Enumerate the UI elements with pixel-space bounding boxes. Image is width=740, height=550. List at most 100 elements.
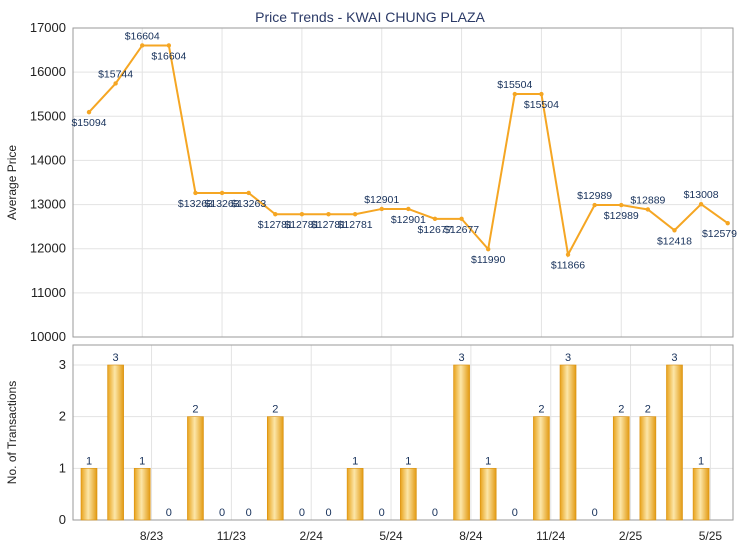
price-point <box>485 246 491 252</box>
y-axis-label: Average Price <box>5 145 19 220</box>
y-tick-label: 11000 <box>31 285 66 300</box>
transaction-bar <box>533 416 550 521</box>
price-point <box>698 202 704 207</box>
x-tick-label: 11/23 <box>217 529 246 543</box>
price-point <box>592 202 597 208</box>
bar-value-label: 2 <box>272 404 278 416</box>
y-axis-label: No. of Transactions <box>5 381 19 484</box>
y-tick-label: 12000 <box>30 241 66 256</box>
transaction-bar <box>266 416 284 521</box>
bar-value-label: 1 <box>405 455 411 467</box>
price-point <box>219 190 225 196</box>
y-tick-label: 14000 <box>30 152 66 167</box>
x-tick-label: 8/23 <box>140 529 164 543</box>
transactions-bar-panel: 0 1 2 3 No. of Transactions 1 3 1 0 2 0 0 2 0 0 1 0 1 0 3 1 0… <box>5 344 734 543</box>
bar-value-label: 0 <box>219 507 225 519</box>
price-data-label: $12989 <box>604 210 639 222</box>
y-tick-label: 0 <box>59 512 66 527</box>
y-tick-label: 1 <box>59 460 66 475</box>
y-tick-label: 3 <box>59 357 66 372</box>
transaction-bar <box>133 468 151 521</box>
price-point <box>406 206 411 212</box>
bar-value-label: 3 <box>113 352 119 364</box>
price-data-label: $13263 <box>178 198 213 210</box>
price-data-label: $12901 <box>391 214 426 226</box>
bar-value-label: 0 <box>379 507 385 519</box>
y-tick-label: 13000 <box>30 197 66 212</box>
price-point <box>86 109 92 115</box>
transaction-bar <box>107 364 124 521</box>
y-tick-label: 2 <box>59 409 66 424</box>
bar-value-label: 1 <box>698 455 704 467</box>
price-data-label: $16604 <box>151 50 186 62</box>
price-point <box>512 91 518 97</box>
bar-value-label: 1 <box>485 455 491 467</box>
transaction-bar <box>479 468 497 521</box>
x-tick-label: 11/24 <box>536 529 565 543</box>
transaction-bar <box>612 416 630 521</box>
bar-value-label: 2 <box>538 404 544 416</box>
bar-value-label: 1 <box>86 455 92 467</box>
x-tick-label: 2/25 <box>619 529 643 543</box>
bar-value-label: 2 <box>618 404 624 416</box>
price-data-label: $13263 <box>231 198 266 210</box>
bar-value-label: 2 <box>645 404 651 416</box>
price-data-label: $15094 <box>71 117 106 129</box>
bar-value-label: 0 <box>166 507 172 519</box>
price-point <box>166 43 172 48</box>
price-point <box>379 206 384 212</box>
bar-value-label: 0 <box>246 507 252 519</box>
price-data-label: $12677 <box>417 224 452 236</box>
bar-value-label: 1 <box>139 455 145 467</box>
price-data-label: $15504 <box>497 79 532 91</box>
y-tick-label: 15000 <box>30 108 66 123</box>
price-point <box>273 212 278 217</box>
y-tick-label: 17000 <box>30 20 66 35</box>
transaction-bar <box>453 364 470 521</box>
bar-value-label: 3 <box>459 352 465 364</box>
bar-value-label: 0 <box>512 507 518 519</box>
transaction-bar <box>346 468 364 521</box>
price-point <box>645 207 651 212</box>
price-point <box>140 43 145 48</box>
price-point <box>113 81 118 86</box>
price-point <box>565 252 571 257</box>
price-point <box>619 202 624 208</box>
bar-value-label: 3 <box>671 352 677 364</box>
x-tick-label: 8/24 <box>459 529 483 543</box>
price-data-label: $13263 <box>205 198 240 210</box>
price-point <box>672 228 677 233</box>
price-data-label: $16604 <box>125 30 160 42</box>
price-point <box>246 190 251 196</box>
x-tick-label: 5/25 <box>699 529 723 543</box>
bar-value-label: 0 <box>325 507 331 519</box>
chart-title: Price Trends - KWAI CHUNG PLAZA <box>255 9 485 25</box>
price-point <box>539 91 544 97</box>
price-data-label: $13008 <box>684 189 719 201</box>
price-point <box>299 212 305 217</box>
price-point <box>352 212 358 217</box>
price-line-panel: 10000 11000 12000 13000 14000 15000 16000 17000… <box>5 20 737 344</box>
price-point <box>432 216 438 222</box>
price-data-label: $12889 <box>630 194 665 206</box>
transaction-bar <box>639 416 657 521</box>
y-tick-label: 16000 <box>30 64 66 79</box>
price-data-label: $12579 <box>702 228 737 240</box>
price-data-label: $11866 <box>551 260 585 272</box>
transaction-bar <box>187 416 204 521</box>
price-data-label: $12781 <box>284 219 319 231</box>
transaction-bar <box>559 364 577 521</box>
bar-value-label: 2 <box>192 404 198 416</box>
price-data-label: $11990 <box>471 254 505 266</box>
price-data-label: $12418 <box>657 235 692 247</box>
bar-value-label: 3 <box>565 352 571 364</box>
price-data-label: $12989 <box>577 190 612 202</box>
price-point <box>459 216 464 222</box>
bar-value-label: 0 <box>299 507 305 519</box>
transaction-bar <box>400 468 417 521</box>
transaction-bar <box>80 468 98 521</box>
price-data-label: $12781 <box>258 219 293 231</box>
price-point <box>326 212 331 217</box>
transaction-bar <box>666 364 683 521</box>
